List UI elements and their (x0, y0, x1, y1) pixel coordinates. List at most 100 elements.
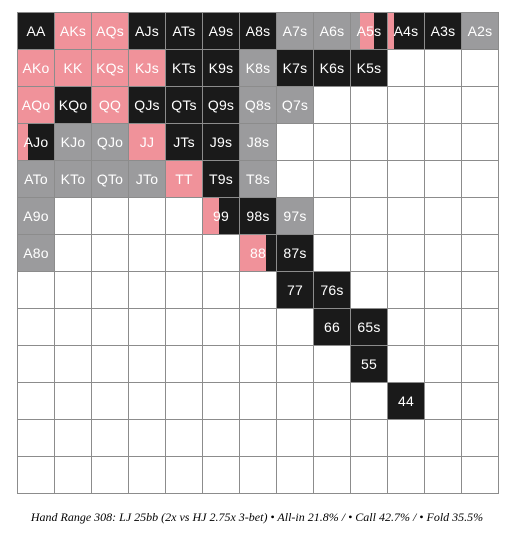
hand-cell-empty (462, 346, 499, 383)
hand-cell-empty (314, 420, 351, 457)
hand-cell-empty (55, 198, 92, 235)
hand-cell-empty (314, 457, 351, 494)
hand-cell-empty (277, 309, 314, 346)
hand-cell-empty (18, 346, 55, 383)
hand-cell-empty (92, 272, 129, 309)
action-fill-fold (18, 235, 54, 271)
hand-label: TT (175, 171, 193, 187)
hand-cell-empty (55, 346, 92, 383)
hand-label: A9o (23, 208, 49, 224)
action-fill-allin (203, 198, 220, 234)
hand-label: A9s (208, 23, 234, 39)
hand-cell-empty (166, 272, 203, 309)
hand-cell-empty (166, 235, 203, 272)
hand-cell-empty (92, 235, 129, 272)
hand-cell-A3s: A3s (425, 13, 462, 50)
action-fill-call (166, 87, 202, 123)
hand-cell-empty (425, 346, 462, 383)
hand-cell-ATo: ATo (18, 161, 55, 198)
hand-cell-98s: 98s (240, 198, 277, 235)
hand-cell-empty (462, 198, 499, 235)
hand-label: A6s (319, 23, 345, 39)
action-fill-fold (240, 161, 276, 197)
hand-cell-empty (129, 198, 166, 235)
action-fill-call (277, 235, 313, 271)
hand-cell-A5s: A5s (351, 13, 388, 50)
hand-cell-JTo: JTo (129, 161, 166, 198)
hand-cell-J9s: J9s (203, 124, 240, 161)
hand-cell-TT: TT (166, 161, 203, 198)
hand-cell-empty (55, 457, 92, 494)
hand-cell-empty (277, 161, 314, 198)
hand-cell-empty (425, 50, 462, 87)
hand-cell-empty (388, 457, 425, 494)
action-fill-fold (351, 13, 360, 49)
hand-cell-empty (351, 457, 388, 494)
hand-cell-K8s: K8s (240, 50, 277, 87)
action-fill-fold (55, 161, 91, 197)
hand-label: 97s (283, 208, 307, 224)
hand-cell-empty (129, 457, 166, 494)
hand-cell-empty (314, 124, 351, 161)
hand-cell-empty (388, 161, 425, 198)
action-fill-allin (18, 50, 54, 86)
hand-cell-empty (425, 309, 462, 346)
hand-cell-empty (462, 457, 499, 494)
hand-cell-QJo: QJo (92, 124, 129, 161)
hand-label: 98s (246, 208, 270, 224)
hand-cell-empty (425, 87, 462, 124)
range-caption: Hand Range 308: LJ 25bb (2x vs HJ 2.75x … (30, 510, 484, 524)
hand-cell-KQs: KQs (92, 50, 129, 87)
hand-cell-empty (166, 346, 203, 383)
action-fill-call (203, 13, 239, 49)
hand-cell-empty (240, 383, 277, 420)
action-fill-call (203, 124, 239, 160)
hand-cell-empty (203, 383, 240, 420)
hand-cell-empty (240, 346, 277, 383)
hand-cell-empty (388, 309, 425, 346)
action-fill-fold (18, 198, 54, 234)
action-fill-fold (18, 161, 54, 197)
action-fill-call (240, 198, 276, 234)
hand-cell-empty (18, 272, 55, 309)
hand-label: A8o (23, 245, 49, 261)
action-fill-call (28, 124, 54, 160)
hand-cell-empty (314, 235, 351, 272)
action-fill-fold (92, 161, 128, 197)
hand-cell-empty (388, 346, 425, 383)
hand-label: K5s (356, 60, 382, 76)
hand-cell-KK: KK (55, 50, 92, 87)
action-fill-call (240, 13, 276, 49)
hand-label: Q9s (207, 97, 235, 113)
hand-label: K8s (245, 60, 271, 76)
hand-cell-empty (129, 346, 166, 383)
hand-cell-T9s: T9s (203, 161, 240, 198)
hand-cell-empty (425, 198, 462, 235)
hand-cell-empty (314, 161, 351, 198)
hand-cell-55: 55 (351, 346, 388, 383)
action-fill-fold (277, 198, 313, 234)
hand-cell-empty (129, 235, 166, 272)
hand-cell-empty (166, 457, 203, 494)
hand-cell-A4s: A4s (388, 13, 425, 50)
hand-label: K6s (319, 60, 345, 76)
hand-cell-44: 44 (388, 383, 425, 420)
hand-cell-empty (129, 272, 166, 309)
hand-cell-77: 77 (277, 272, 314, 309)
hand-cell-empty (425, 272, 462, 309)
hand-cell-empty (92, 420, 129, 457)
hand-cell-empty (240, 420, 277, 457)
hand-label: 76s (320, 282, 344, 298)
action-fill-fold (129, 161, 165, 197)
action-fill-call (314, 309, 350, 345)
action-fill-call (351, 346, 387, 382)
hand-label: KQs (96, 60, 124, 76)
hand-cell-empty (425, 457, 462, 494)
action-fill-fold (240, 50, 276, 86)
hand-label: 88 (250, 245, 266, 261)
hand-cell-empty (129, 383, 166, 420)
hand-cell-empty (351, 235, 388, 272)
hand-cell-empty (351, 420, 388, 457)
hand-cell-AKo: AKo (18, 50, 55, 87)
hand-cell-KTs: KTs (166, 50, 203, 87)
